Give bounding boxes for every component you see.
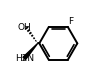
Polygon shape bbox=[23, 43, 38, 60]
Text: H2N: H2N bbox=[15, 54, 34, 63]
Text: F: F bbox=[68, 17, 73, 26]
Text: OH: OH bbox=[18, 23, 32, 32]
